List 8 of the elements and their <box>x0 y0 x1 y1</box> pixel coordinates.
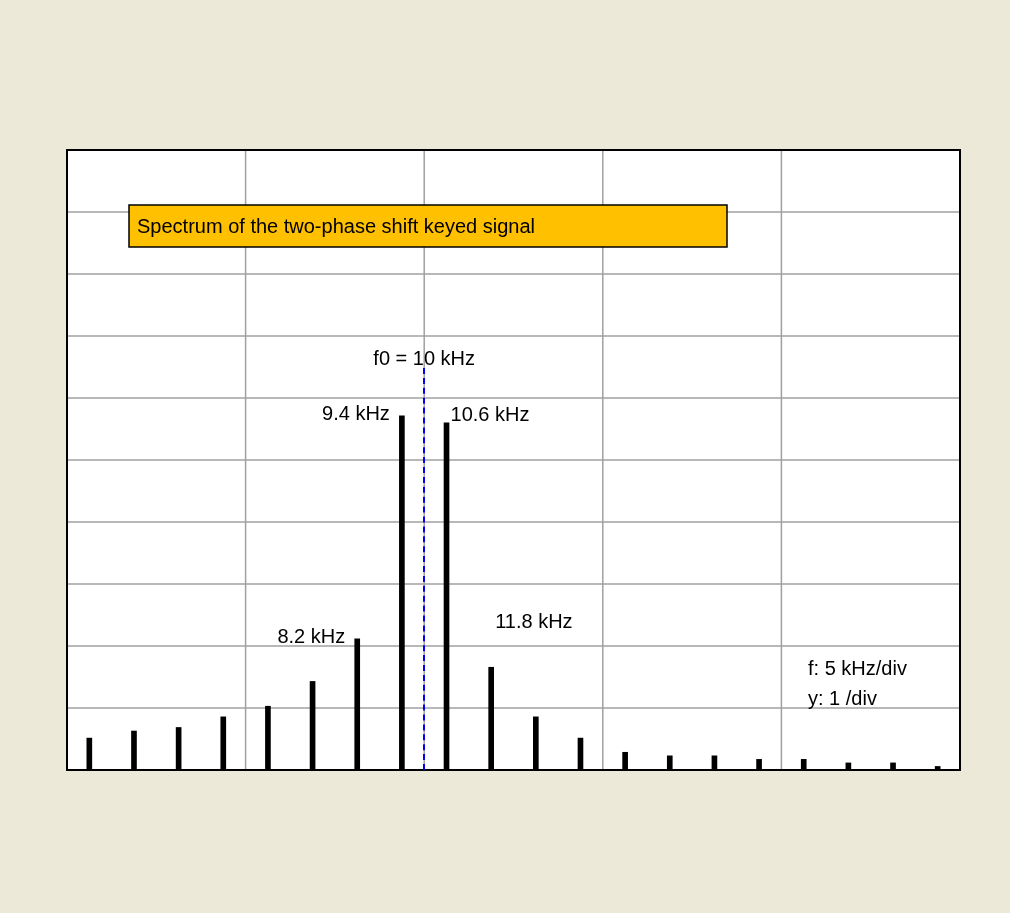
annotation: 8.2 kHz <box>277 624 346 647</box>
annotation: y: 1 /div <box>808 687 877 709</box>
annotation: f: 5 kHz/div <box>808 657 907 679</box>
chart-title: Spectrum of the two-phase shift keyed signal <box>137 215 535 237</box>
annotation: 10.6 kHz <box>450 402 530 425</box>
text: f0 = 10 kHz <box>373 347 476 369</box>
annotation: 11.8 kHz <box>495 610 573 632</box>
annotation: 9.4 kHz <box>322 401 390 424</box>
